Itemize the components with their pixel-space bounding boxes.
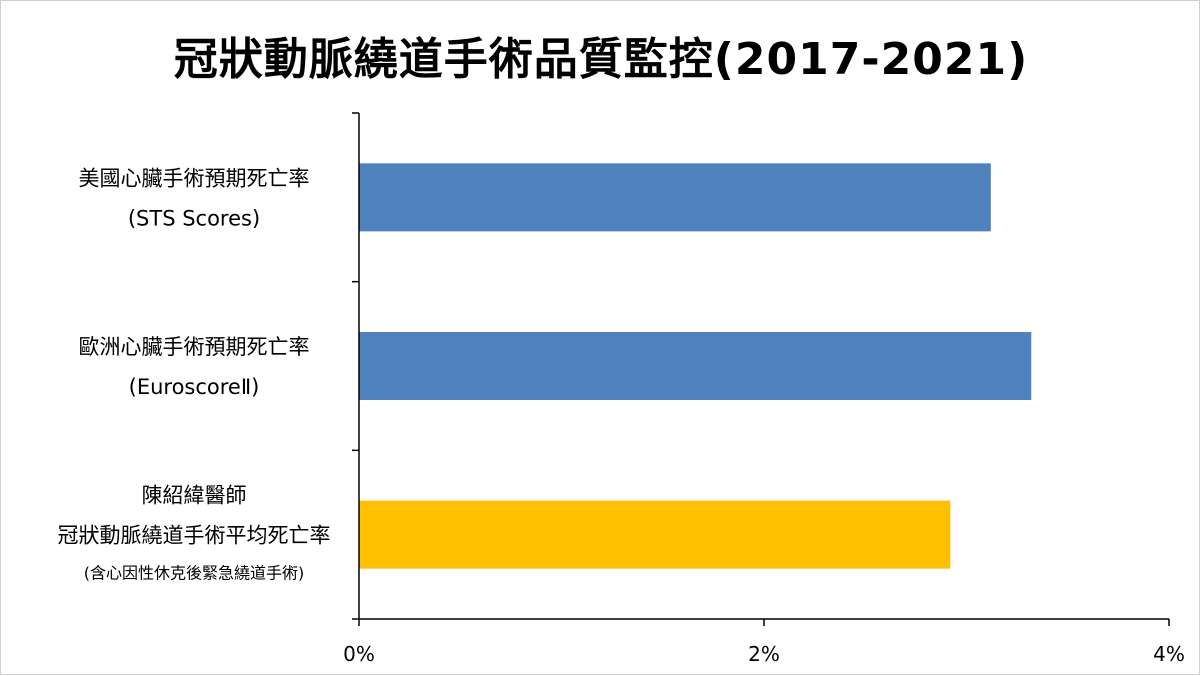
bar-1 — [359, 163, 991, 232]
x-tick-label: 0% — [343, 642, 375, 666]
category-label: 美國心臟手術預期死亡率 — [79, 166, 310, 190]
bar-3 — [359, 500, 951, 569]
category-label: 陳紹緯醫師 — [142, 484, 247, 508]
chart-title: 冠狀動脈繞道手術品質監控(2017-2021) — [173, 34, 1029, 85]
x-tick-label: 2% — [748, 642, 780, 666]
category-label: 歐洲心臟手術預期死亡率 — [79, 335, 310, 359]
category-label: (EuroscoreⅡ) — [129, 375, 260, 399]
category-label: (含心因性休克後緊急繞道手術) — [84, 564, 305, 583]
bar-2 — [359, 332, 1032, 400]
category-label: 冠狀動脈繞道手術平均死亡率 — [58, 524, 331, 548]
category-label: (STS Scores) — [128, 206, 260, 230]
x-tick-label: 4% — [1153, 642, 1185, 666]
